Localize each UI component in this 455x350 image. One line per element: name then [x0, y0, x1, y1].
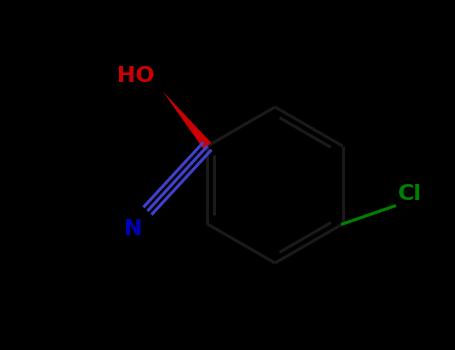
Text: HO: HO — [117, 66, 154, 86]
Polygon shape — [162, 91, 211, 149]
Text: Cl: Cl — [398, 184, 421, 204]
Text: N: N — [124, 219, 142, 239]
